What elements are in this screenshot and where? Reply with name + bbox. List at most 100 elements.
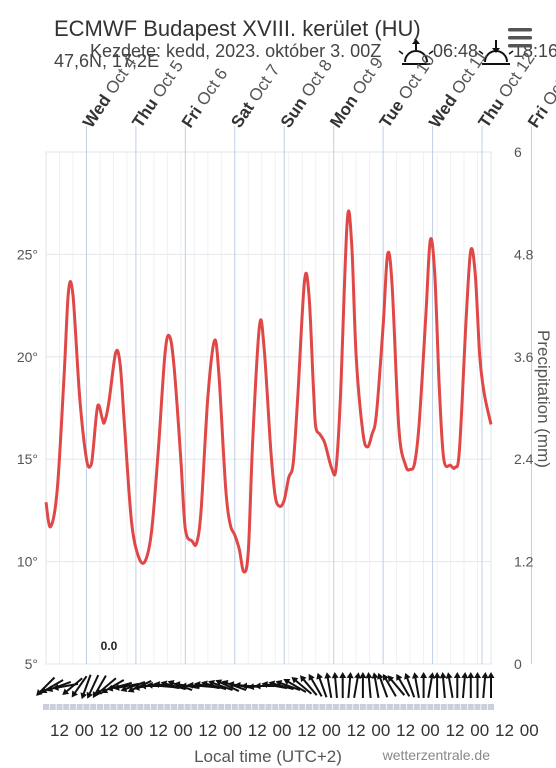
wind-arrow <box>382 673 397 697</box>
y-tick-label: 20° <box>17 349 38 365</box>
time-marker <box>285 704 292 710</box>
wind-arrow <box>153 681 180 690</box>
wind-arrow <box>40 679 64 694</box>
wind-arrow <box>481 672 489 699</box>
wind-arrow <box>283 678 307 693</box>
wind-arrow <box>439 672 447 699</box>
wind-arrow <box>308 673 323 697</box>
time-marker <box>312 704 319 710</box>
y-tick-label: 15° <box>17 451 38 467</box>
time-marker <box>474 704 481 710</box>
wind-arrow <box>36 676 56 696</box>
source-credit: wetterzentrale.de <box>382 747 491 763</box>
time-marker <box>278 704 285 710</box>
wind-arrow <box>106 681 133 692</box>
time-marker <box>144 704 151 710</box>
time-marker <box>177 704 184 710</box>
time-marker <box>319 704 326 710</box>
y-right-tick-label: 0 <box>514 656 522 672</box>
wind-arrow <box>160 680 186 691</box>
wind-arrow <box>346 672 354 699</box>
time-marker <box>137 704 144 710</box>
wind-arrow <box>324 672 333 698</box>
wind-arrow <box>46 680 72 693</box>
wind-arrow <box>268 680 294 691</box>
day-label: FriOct 6 <box>178 65 231 131</box>
time-marker <box>171 704 178 710</box>
sunset-icon <box>478 40 514 65</box>
time-marker <box>157 704 164 710</box>
model-run-time: Kezdete: kedd, 2023. október 3. 00Z <box>90 41 381 61</box>
wind-arrow <box>339 672 347 698</box>
time-marker <box>76 704 83 710</box>
wind-arrow <box>275 679 301 692</box>
menu-icon[interactable] <box>508 28 532 48</box>
time-marker <box>245 704 252 710</box>
time-marker <box>63 704 70 710</box>
wind-arrow <box>316 672 328 698</box>
x-tick-label: 12 <box>495 721 514 740</box>
precipitation-axis-title: Precipitation (mm) <box>534 330 553 468</box>
time-marker <box>225 704 232 710</box>
x-axis-ticks: 12 00 12 00 12 00 12 00 12 00 12 00 12 00 12 00 12 00 12 00 <box>43 704 539 740</box>
time-marker <box>265 704 272 710</box>
time-marker <box>238 704 245 710</box>
time-marker <box>454 704 461 710</box>
x-tick-label: 00 <box>75 721 94 740</box>
time-marker <box>359 704 366 710</box>
x-tick-label: 00 <box>223 721 242 740</box>
y-tick-label: 25° <box>17 246 38 262</box>
time-marker <box>393 704 400 710</box>
time-marker <box>339 704 346 710</box>
x-tick-label: 12 <box>248 721 267 740</box>
time-marker <box>49 704 56 710</box>
wind-arrow <box>461 672 469 699</box>
wind-arrow <box>201 680 227 691</box>
time-marker <box>373 704 380 710</box>
wind-arrow <box>95 677 117 695</box>
y-right-tick-label: 3.6 <box>514 349 534 365</box>
time-marker <box>69 704 76 710</box>
time-marker <box>43 704 49 710</box>
time-marker <box>117 704 124 710</box>
wind-arrows <box>36 672 495 700</box>
time-marker <box>332 704 339 710</box>
chart-grid <box>45 126 532 665</box>
precipitation-total-label: 0.0 <box>101 639 118 653</box>
wind-arrow <box>300 675 318 696</box>
x-tick-label: 12 <box>99 721 118 740</box>
wind-arrow <box>474 672 481 698</box>
precipitation-axis: Precipitation (mm) 0 1.2 2.4 3.6 4.8 6 <box>514 144 553 672</box>
x-tick-label: 00 <box>371 721 390 740</box>
time-marker <box>461 704 468 710</box>
time-marker <box>83 704 90 710</box>
wind-arrow <box>92 675 107 699</box>
time-marker <box>96 704 103 710</box>
time-marker <box>56 704 63 710</box>
time-marker <box>191 704 198 710</box>
time-marker <box>353 704 360 710</box>
time-marker <box>366 704 373 710</box>
wind-arrow <box>359 672 367 698</box>
time-marker <box>305 704 312 710</box>
wind-arrow <box>208 679 233 692</box>
chart-title: ECMWF Budapest XVIII. kerület (HU) <box>54 16 421 41</box>
time-marker <box>326 704 333 710</box>
wind-arrow <box>404 672 416 698</box>
wind-arrow <box>194 681 220 690</box>
day-label: SatOct 7 <box>227 61 283 131</box>
time-marker <box>420 704 427 710</box>
y-tick-label: 10° <box>17 554 38 570</box>
wind-arrow <box>86 674 100 699</box>
wind-arrow <box>371 672 380 698</box>
time-marker <box>218 704 225 710</box>
y-right-tick-label: 6 <box>514 144 522 160</box>
time-marker <box>407 704 414 710</box>
time-marker <box>198 704 205 710</box>
temperature-series <box>44 209 493 574</box>
x-tick-label: 12 <box>198 721 217 740</box>
x-tick-label: 00 <box>520 721 539 740</box>
wind-arrow <box>215 679 240 692</box>
wind-arrow <box>353 672 362 698</box>
x-tick-label: 12 <box>50 721 69 740</box>
